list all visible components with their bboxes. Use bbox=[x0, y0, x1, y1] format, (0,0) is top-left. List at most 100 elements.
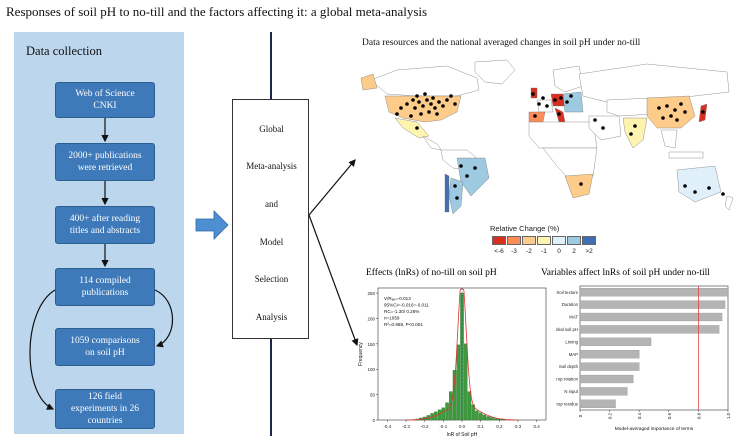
stat-line: R²=0.888, P<0.001 bbox=[384, 322, 423, 327]
effects-chart-title: Effects (lnRs) of no-till on soil pH bbox=[366, 268, 497, 278]
importance-bar bbox=[579, 399, 616, 408]
y-tick-label: 100 bbox=[367, 367, 375, 372]
legend-label: -3 bbox=[511, 248, 517, 255]
step-and: and bbox=[265, 199, 278, 209]
australia bbox=[676, 165, 722, 203]
legend-label: <-6 bbox=[494, 248, 504, 255]
y-axis-label: Frequency bbox=[358, 342, 364, 366]
variable-label: Crop residue bbox=[556, 401, 579, 406]
stat-line: 95%CI=-0.016~-0.011 bbox=[384, 303, 429, 308]
x-tick-label: -0.2 bbox=[421, 424, 429, 429]
data-collection-heading: Data collection bbox=[26, 44, 103, 58]
node-compiled: 114 compiled publications bbox=[55, 268, 155, 306]
variable-label: MAT bbox=[569, 315, 578, 320]
histogram-bar bbox=[475, 410, 479, 421]
x-tick-label: -0.4 bbox=[383, 424, 391, 429]
legend-title: Relative Change (%) bbox=[490, 224, 560, 233]
x-tick-label: 0.4 bbox=[637, 412, 642, 419]
histogram-bar bbox=[456, 344, 461, 421]
canada bbox=[370, 65, 480, 97]
page-title: Responses of soil pH to no-till and the … bbox=[6, 4, 428, 19]
histogram-bar bbox=[490, 417, 494, 421]
variable-label: Soil texture bbox=[557, 290, 579, 295]
node-retrieved: 2000+ publications were retrieved bbox=[55, 143, 155, 181]
legend-swatch bbox=[507, 236, 521, 245]
legend-label: 2 bbox=[572, 248, 576, 255]
alaska bbox=[360, 73, 378, 91]
histogram-bar bbox=[493, 418, 498, 421]
legend-swatch bbox=[582, 236, 596, 245]
variable-label: Soil depth bbox=[559, 364, 579, 369]
x-tick-label: 1.0 bbox=[726, 412, 731, 419]
study-sites bbox=[395, 92, 725, 200]
histogram-bar bbox=[437, 409, 442, 421]
germany bbox=[550, 93, 566, 107]
step-selection: Selection bbox=[254, 274, 289, 284]
variable-label: Initial soil pH bbox=[556, 327, 578, 332]
chile bbox=[444, 173, 450, 213]
stat-line: n=1059 bbox=[384, 316, 400, 321]
greenland bbox=[474, 59, 516, 85]
step-analysis: Analysis bbox=[255, 312, 288, 322]
x-tick-label: 0.3 bbox=[515, 424, 522, 429]
legend-swatch bbox=[552, 236, 566, 245]
legend-label: 0 bbox=[557, 248, 561, 255]
arrow-to-map bbox=[308, 159, 356, 216]
legend-swatch bbox=[567, 236, 581, 245]
y-tick-label: 50 bbox=[370, 393, 376, 398]
southeast-asia bbox=[660, 129, 678, 149]
histogram-bar bbox=[478, 412, 483, 421]
central-america bbox=[422, 135, 442, 151]
indonesia bbox=[668, 151, 704, 159]
node-comparisons: 1059 comparisons on soil pH bbox=[55, 328, 155, 366]
step-global: Global bbox=[259, 124, 284, 134]
x-tick-label: 0.1 bbox=[478, 424, 485, 429]
x-tick-label: 0.8 bbox=[696, 412, 701, 419]
y-tick-label: 150 bbox=[367, 342, 375, 347]
southern-africa bbox=[564, 173, 594, 199]
effects-histogram: 0 50 100 150 200 250 -0.4 -0.3 -0.2 -0.1 0.0 0.1 0.2… bbox=[358, 287, 547, 438]
argentina bbox=[448, 177, 464, 215]
map-title: Data resources and the national averaged… bbox=[362, 38, 641, 48]
x-tick-label: 0.6 bbox=[667, 412, 672, 419]
arrow-to-charts bbox=[308, 214, 359, 347]
importance-bar bbox=[579, 288, 729, 297]
step-meta-analysis: Meta-analysis bbox=[246, 161, 297, 171]
stat-line: V/Rₐₑ=-0.013 bbox=[384, 296, 411, 301]
x-tick-label: 0.2 bbox=[496, 424, 503, 429]
variables-importance-chart: Soil texture Duration MAT Initial soil pH Li… bbox=[556, 285, 731, 432]
histogram-bar bbox=[482, 414, 487, 421]
brazil bbox=[456, 157, 490, 197]
histogram-bar bbox=[467, 391, 472, 421]
variable-label: MAP bbox=[569, 352, 578, 357]
north-africa bbox=[528, 121, 598, 149]
middle-east bbox=[588, 115, 622, 141]
legend-label: -2 bbox=[526, 248, 532, 255]
histogram-bar bbox=[449, 391, 453, 421]
x-tick-label: -0.3 bbox=[402, 424, 410, 429]
x-tick-label: 0 bbox=[578, 414, 583, 417]
histogram-bar bbox=[445, 402, 449, 421]
eastern-europe bbox=[562, 91, 584, 113]
importance-bar bbox=[579, 337, 652, 346]
importance-bar bbox=[579, 374, 634, 384]
central-asia bbox=[606, 97, 656, 117]
importance-bar bbox=[579, 325, 720, 334]
histogram-bar bbox=[441, 407, 446, 421]
world-map bbox=[360, 59, 734, 215]
spain bbox=[528, 111, 546, 123]
x-axis-label: Model-averaged importance of terms bbox=[615, 426, 694, 432]
x-tick-label: 0.4 bbox=[534, 424, 541, 429]
big-arrow bbox=[195, 210, 229, 240]
importance-bar bbox=[579, 312, 723, 322]
usa bbox=[384, 95, 462, 123]
legend-swatch bbox=[537, 236, 551, 245]
y-tick-label: 250 bbox=[367, 291, 375, 296]
x-tick-label: -0.1 bbox=[439, 424, 447, 429]
russia bbox=[578, 63, 730, 103]
node-sources: Web of Science CNKI bbox=[55, 82, 155, 118]
legend-swatch bbox=[522, 236, 536, 245]
importance-bar bbox=[579, 362, 640, 371]
legend-label: -1 bbox=[541, 248, 547, 255]
